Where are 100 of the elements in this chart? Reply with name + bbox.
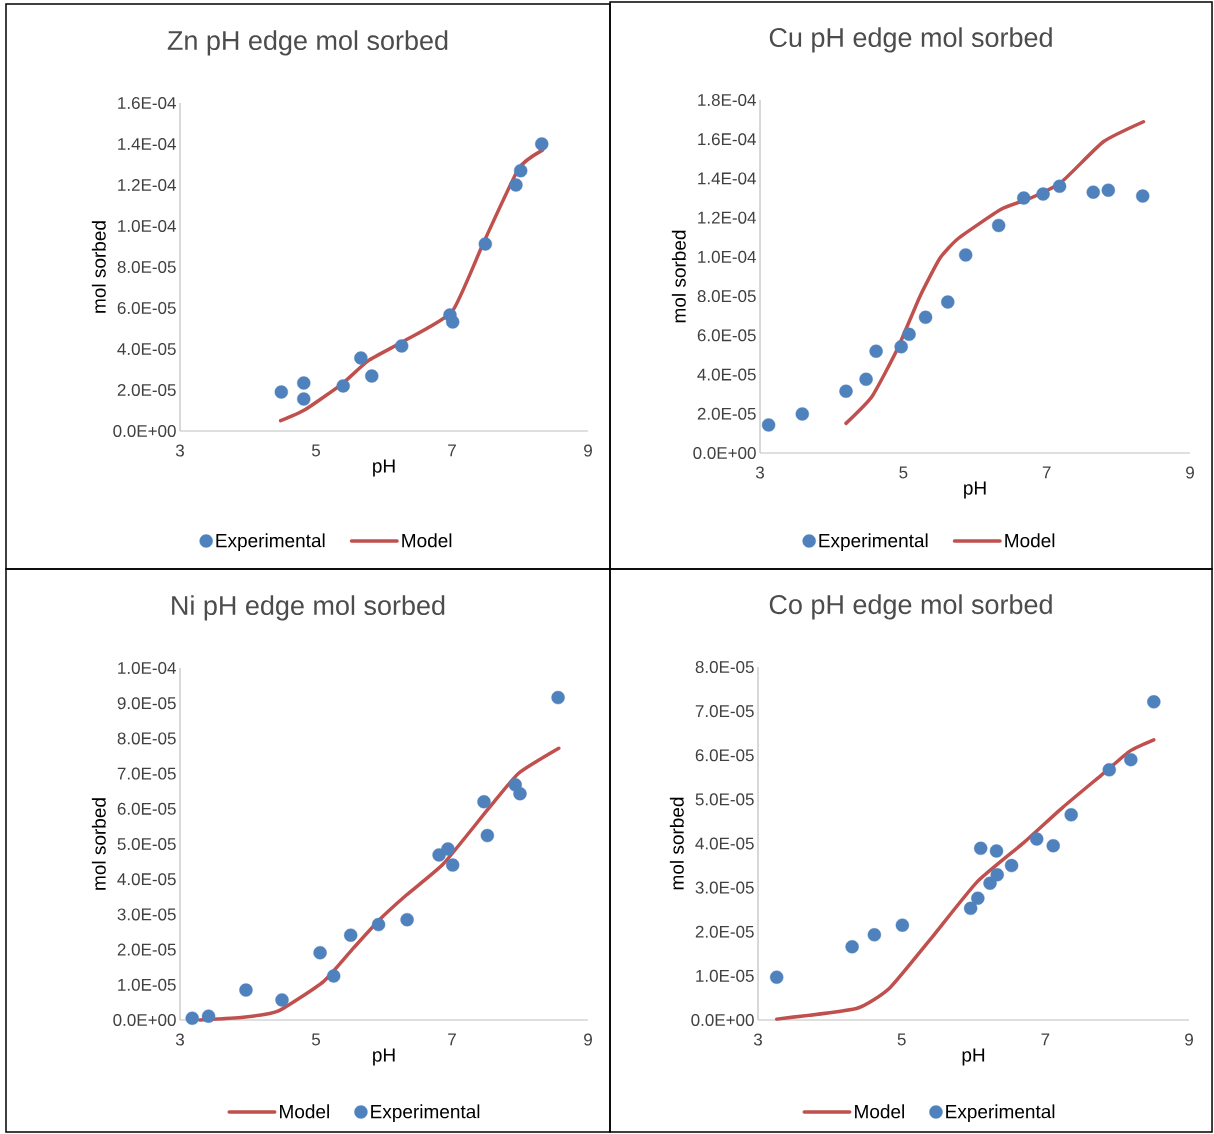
y-tick-label: 2.0E-05 [695,925,754,938]
y-axis-title: mol sorbed [669,797,684,890]
legend-label: Model [855,1104,904,1119]
point [894,340,908,354]
point [769,970,784,984]
point [297,392,311,406]
point [869,344,883,358]
y-tick-label: 1.8E-04 [698,93,756,107]
y-tick-label: 7.0E-05 [695,705,754,718]
point [441,842,455,856]
point [1101,183,1116,197]
y-tick-label: 4.0E-05 [697,368,756,381]
y-tick-label: 3.0E-05 [117,908,176,921]
y-tick-label: 1.0E-05 [696,969,754,982]
point [918,310,933,324]
point [1136,189,1150,203]
y-tick-label: 5.0E-05 [117,837,176,851]
x-tick-label: 7 [1041,1033,1050,1046]
point [274,385,289,399]
legend-label: Experimental [216,533,325,552]
point [1124,752,1138,767]
point [971,891,985,905]
chart-title: Zn pH edge mol sorbed [167,30,448,56]
point [509,178,523,192]
y-tick-label: 1.0E-05 [118,978,176,991]
chart-title: Ni pH edge mol sorbed [172,595,445,621]
legend-label: Model [1005,533,1055,548]
y-tick-label: 1.0E-04 [118,661,176,675]
x-axis-title: pH [962,1048,985,1066]
y-tick-label: 6.0E-05 [117,301,176,315]
y-tick-label: 1.0E-04 [698,250,756,263]
x-tick-label: 7 [448,444,456,457]
point [989,844,1004,858]
point [513,163,528,178]
point [365,369,379,383]
point [795,407,809,421]
x-axis-title: pH [964,481,986,499]
chart-title: Co pH edge mol sorbed [769,594,1052,620]
point [551,690,565,705]
legend-label: Experimental [946,1104,1055,1123]
y-tick-label: 8.0E-05 [697,290,756,303]
y-tick-label: 2.0E-05 [117,943,176,956]
x-tick-label: 3 [753,1033,762,1046]
point [354,351,368,365]
y-tick-label: 4.0E-05 [695,837,754,850]
point [845,940,859,954]
point [1064,808,1078,822]
point [959,248,973,262]
x-tick-label: 7 [1042,466,1051,479]
legend-label: Experimental [819,533,928,552]
y-tick-label: 4.0E-05 [117,342,176,356]
y-tick-label: 1.4E-04 [698,172,756,185]
x-tick-label: 9 [584,444,592,457]
point [535,137,549,151]
y-tick-label: 1.6E-04 [118,96,176,110]
y-tick-label: 6.0E-05 [697,329,756,342]
y-tick-label: 6.0E-05 [695,749,754,762]
x-tick-label: 9 [1185,1033,1193,1046]
point [326,969,341,983]
point [761,418,776,432]
point [867,928,882,942]
y-tick-label: 1.2E-04 [698,211,756,224]
point [445,315,460,329]
point [839,384,853,398]
point [201,1009,216,1023]
line-series [774,738,1156,1021]
legend-label: Model [280,1104,329,1119]
x-tick-label: 9 [584,1033,592,1046]
x-tick-label: 5 [311,1033,321,1046]
point [1102,763,1116,777]
x-axis-title: pH [373,459,395,477]
x-tick-label: 7 [448,1033,456,1046]
y-tick-label: 1.2E-04 [118,178,176,192]
point [480,828,495,843]
x-tick-label: 3 [755,466,764,479]
x-tick-label: 5 [311,444,321,457]
point [1086,185,1100,199]
point [1004,858,1019,873]
y-tick-label: 7.0E-05 [117,767,176,780]
y-tick-label: 1.4E-04 [118,137,176,151]
point [313,946,327,960]
legend-label: Experimental [371,1104,480,1123]
point [185,1011,199,1025]
y-tick-label: 2.0E-05 [697,407,756,420]
y-axis-title: mol sorbed [91,221,106,313]
point [1147,695,1161,709]
y-axis-title: mol sorbed [91,798,106,890]
point [1036,187,1050,201]
point [371,917,386,932]
y-axis-title: mol sorbed [671,230,686,323]
x-tick-label: 9 [1186,466,1194,479]
y-tick-label: 8.0E-05 [695,660,754,674]
point [1017,191,1031,205]
y-tick-label: 8.0E-05 [117,732,176,745]
line-series [844,120,1146,426]
point [941,295,955,309]
point [1046,839,1060,853]
point [336,379,350,393]
point [963,901,978,916]
point [1030,832,1044,846]
